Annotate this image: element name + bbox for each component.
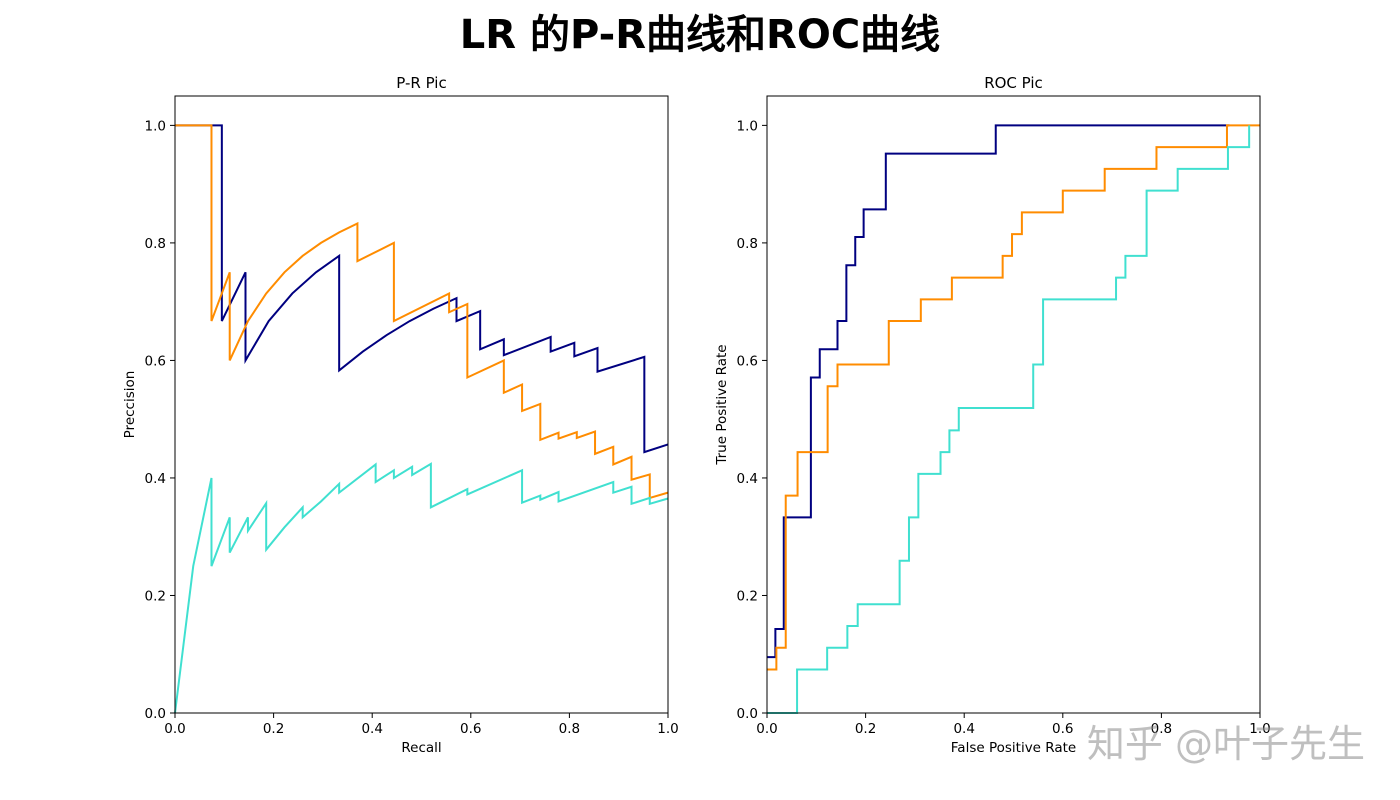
pr-chart-plot-frame bbox=[174, 95, 669, 714]
roc-chart-title: ROC Pic bbox=[984, 74, 1043, 92]
pr-chart-y-tick-label: 0.0 bbox=[145, 706, 166, 722]
pr-chart-ticks-group: 0.0 0.2 0.4 0.6 0.8 1.0 0.0 0.2 0.4 0.6 0.8 1.0 bbox=[145, 118, 679, 737]
pr-chart-y-axis-label: Preccision bbox=[122, 371, 138, 439]
pr-chart-y-tick-label: 0.2 bbox=[145, 588, 166, 604]
pr-chart-x-axis-label: Recall bbox=[401, 740, 441, 756]
roc-chart-y-tick-label: 0.0 bbox=[737, 706, 758, 722]
roc-chart-y-axis-label: True Positive Rate bbox=[714, 344, 730, 465]
roc-chart-x-axis-label: False Positive Rate bbox=[951, 740, 1076, 756]
pr-chart-series-line-3 bbox=[174, 462, 669, 714]
roc-chart-plot-frame bbox=[766, 95, 1261, 714]
pr-chart-x-tick-label: 0.2 bbox=[263, 721, 284, 737]
pr-chart-series-line-1 bbox=[175, 124, 669, 454]
roc-chart-x-tick-label: 0.0 bbox=[756, 721, 777, 737]
roc-chart-x-tick-label: 0.8 bbox=[1151, 721, 1172, 737]
roc-chart-y-tick-label: 0.8 bbox=[737, 236, 758, 252]
pr-chart-series-group bbox=[174, 124, 669, 714]
roc-chart-series-line-2 bbox=[767, 124, 1260, 671]
roc-chart-y-tick-label: 0.2 bbox=[737, 588, 758, 604]
roc-chart-x-tick-label: 0.6 bbox=[1052, 721, 1073, 737]
roc-chart-y-tick-label: 1.0 bbox=[737, 118, 758, 134]
roc-chart-series-line-1 bbox=[767, 124, 1230, 659]
pr-chart: P-R Pic Recall Preccision 0.0 0.2 0.4 0.6 0.… bbox=[122, 74, 679, 756]
pr-chart-x-tick-label: 0.6 bbox=[460, 721, 481, 737]
roc-chart-series-line-3 bbox=[767, 125, 1251, 714]
watermark-text: 知乎 @叶子先生 bbox=[1087, 722, 1365, 766]
roc-chart-x-tick-label: 1.0 bbox=[1249, 721, 1270, 737]
roc-chart-x-tick-label: 0.4 bbox=[953, 721, 974, 737]
pr-chart-y-tick-label: 1.0 bbox=[145, 118, 166, 134]
roc-chart-series-group bbox=[767, 124, 1260, 714]
roc-chart: ROC Pic False Positive Rate True Positiv… bbox=[714, 74, 1271, 756]
roc-chart-y-tick-label: 0.6 bbox=[737, 353, 758, 369]
pr-chart-y-tick-label: 0.6 bbox=[145, 353, 166, 369]
roc-chart-ticks-group: 0.0 0.2 0.4 0.6 0.8 1.0 0.0 0.2 0.4 0.6 0.8 1.0 bbox=[737, 118, 1271, 737]
pr-chart-x-tick-label: 0.8 bbox=[559, 721, 580, 737]
roc-chart-x-tick-label: 0.2 bbox=[855, 721, 876, 737]
pr-chart-x-tick-label: 0.4 bbox=[361, 721, 382, 737]
pr-chart-title: P-R Pic bbox=[396, 74, 446, 92]
figure-suptitle: LR 的P-R曲线和ROC曲线 bbox=[460, 12, 940, 58]
pr-chart-y-tick-label: 0.4 bbox=[145, 471, 166, 487]
pr-chart-x-tick-label: 1.0 bbox=[657, 721, 678, 737]
pr-chart-series-line-2 bbox=[175, 124, 669, 500]
pr-chart-y-tick-label: 0.8 bbox=[145, 236, 166, 252]
roc-chart-y-tick-label: 0.4 bbox=[737, 471, 758, 487]
pr-chart-x-tick-label: 0.0 bbox=[164, 721, 185, 737]
